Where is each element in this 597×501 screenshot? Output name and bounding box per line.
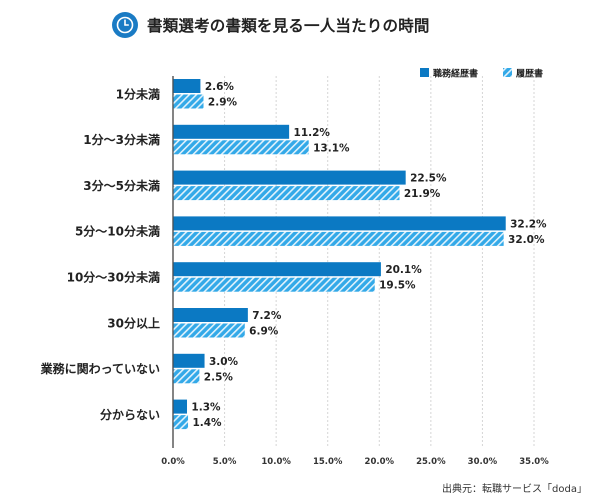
bar-series1 [173, 216, 506, 231]
legend: 職務経歴書 履歴書 [420, 68, 543, 80]
bar-series1 [173, 124, 290, 139]
bar-series2 [173, 186, 400, 201]
value-label: 3.0% [209, 356, 239, 368]
x-tick-label: 35.0% [519, 457, 549, 467]
value-label: 2.5% [204, 371, 234, 383]
bar-series2 [173, 415, 189, 430]
x-tick-label: 20.0% [365, 457, 395, 467]
value-label: 1.4% [192, 417, 222, 429]
category-label: 1分〜3分未満 [83, 132, 160, 147]
chart-title: 書類選考の書類を見る一人当たりの時間 [147, 17, 430, 35]
grid-lines [172, 76, 535, 448]
bar-series2 [173, 277, 375, 292]
bar-series2 [173, 323, 245, 338]
value-label: 19.5% [379, 280, 416, 292]
value-label: 11.2% [294, 127, 331, 139]
value-label: 32.2% [510, 218, 547, 230]
value-label: 22.5% [410, 173, 447, 185]
x-tick-label: 30.0% [468, 457, 498, 467]
title-row: 書類選考の書類を見る一人当たりの時間 [112, 10, 430, 40]
category-label: 分からない [100, 407, 160, 422]
x-tick-label: 5.0% [213, 457, 237, 467]
x-tick-label: 0.0% [161, 457, 185, 467]
legend-label-2: 履歴書 [515, 68, 543, 80]
legend-swatch-2 [503, 68, 512, 77]
bar-series2 [173, 140, 309, 155]
value-label: 20.1% [385, 264, 422, 276]
value-label: 13.1% [313, 142, 350, 154]
category-label: 業務に関わっていない [40, 361, 160, 376]
source-note: 出典元：転職サービス「doda」 [442, 484, 587, 495]
category-label: 5分〜10分未満 [75, 224, 160, 239]
bar-series1 [173, 170, 406, 185]
value-label: 32.0% [508, 234, 545, 246]
bars [173, 79, 506, 430]
category-label: 3分〜5分未満 [83, 178, 160, 193]
value-label: 1.3% [191, 402, 221, 414]
category-label: 10分〜30分未満 [67, 269, 160, 284]
bar-series1 [173, 262, 381, 277]
bar-series1 [173, 308, 248, 322]
value-label: 7.2% [252, 310, 282, 322]
value-label: 2.9% [208, 97, 238, 109]
labels: 0.0% 5.0% 10.0% 15.0% 20.0% 25.0% 30.0% 35.0% 2.… [40, 81, 550, 467]
x-tick-label: 25.0% [416, 457, 446, 467]
x-tick-label: 10.0% [261, 457, 291, 467]
legend-swatch-1 [420, 68, 429, 77]
category-label: 1分未満 [116, 86, 160, 101]
bar-series1 [173, 353, 205, 368]
x-tick-label: 15.0% [313, 457, 343, 467]
bar-series2 [173, 231, 504, 246]
clock-icon [112, 12, 138, 38]
bar-series1 [173, 399, 188, 414]
bar-series2 [173, 369, 200, 384]
value-label: 2.6% [205, 81, 235, 93]
bar-series2 [173, 94, 204, 109]
value-label: 6.9% [249, 326, 279, 338]
category-label: 30分以上 [107, 315, 160, 330]
legend-label-1: 職務経歴書 [433, 68, 478, 80]
value-label: 21.9% [404, 188, 441, 200]
bar-series1 [173, 79, 201, 93]
